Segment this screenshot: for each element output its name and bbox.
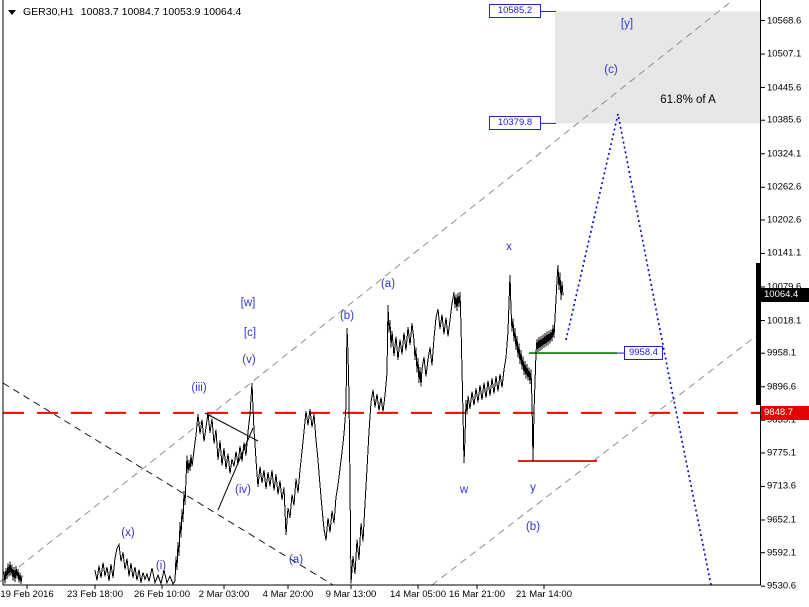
gray-channel-right[interactable]: [431, 332, 761, 586]
y-axis-label: 10202.6: [767, 214, 802, 226]
symbol-dropdown-icon[interactable]: [8, 9, 16, 15]
wave-label-v: (v): [242, 354, 256, 366]
y-axis-label: 9958.1: [767, 347, 797, 359]
y-axis-label: 10385.6: [767, 114, 802, 126]
y-axis-label: 10018.1: [767, 315, 802, 327]
price-level-box-10585[interactable]: 10585.2: [489, 4, 541, 19]
current-price-marker: 10064.4: [761, 288, 809, 303]
x-axis-label: 21 Mar 14:00: [516, 589, 572, 600]
symbol-ohlc-values: 10083.7 10084.7 10053.9 10064.4: [80, 6, 242, 18]
y-axis-label: 10079.6: [767, 281, 802, 293]
wave-label-a: (a): [288, 554, 304, 566]
x-axis-label: 23 Feb 18:00: [67, 589, 123, 600]
wave-label-c: (c): [604, 64, 618, 76]
y-axis-label: 9835.1: [767, 414, 797, 426]
price-level-box-10379[interactable]: 10379.8: [489, 116, 541, 131]
y-axis-label: 10507.1: [767, 48, 802, 60]
y-axis-label: 9713.6: [767, 480, 797, 492]
x-axis-label: 14 Mar 05:00: [390, 589, 446, 600]
symbol-header: GER30,H1 10083.7 10084.7 10053.9 10064.4: [8, 6, 241, 18]
y-axis-label: 9775.1: [767, 447, 797, 459]
price-series-path: [94, 264, 564, 586]
alert-price-marker: 9848.7: [761, 405, 809, 420]
wave-label-b: (b): [525, 521, 541, 533]
price-series-path: [3, 561, 23, 584]
y-axis-label: 9652.1: [767, 514, 797, 526]
wave-label-a: (a): [380, 278, 396, 290]
price-level-box-9958[interactable]: 9958.4: [624, 346, 663, 361]
x-axis-label: 2 Mar 03:00: [198, 589, 250, 600]
wave-label-iv: (iv): [235, 484, 251, 496]
target-zone: [555, 11, 760, 124]
wave-label-i: (i): [155, 560, 167, 572]
x-axis-label: 16 Mar 21:00: [449, 589, 505, 600]
wave-label-w: w: [459, 484, 469, 496]
blue-projection[interactable]: [565, 113, 712, 586]
x-axis-label: 4 Mar 20:00: [262, 589, 314, 600]
wave-label-y: y: [530, 482, 536, 494]
wave-label-iii: (iii): [191, 382, 207, 394]
y-axis-label: 9896.6: [767, 381, 797, 393]
wave-label-61.8ofA: 61.8% of A: [660, 94, 716, 106]
wave-label-x: x: [506, 241, 512, 253]
x-axis-label: 9 Mar 13:00: [325, 589, 377, 600]
wave-label-y: [y]: [620, 18, 634, 30]
y-axis-label: 9592.1: [767, 547, 797, 559]
x-axis-label: 19 Feb 2016: [0, 589, 54, 600]
wave-label-w: [w]: [240, 297, 256, 309]
wave-label-c: [c]: [243, 327, 257, 339]
y-axis-label: 10141.1: [767, 247, 802, 259]
right-edge-range-bar: [756, 263, 761, 405]
x-axis-label: 26 Feb 10:00: [134, 589, 190, 600]
black-descending-dashed[interactable]: [2, 382, 334, 586]
y-axis-label: 10262.6: [767, 181, 802, 193]
gray-channel-main[interactable]: [0, 0, 734, 583]
y-axis-label: 9530.6: [767, 580, 797, 592]
y-axis-label: 10445.6: [767, 82, 802, 94]
wave-label-b: (b): [339, 310, 355, 322]
y-axis-label: 10324.1: [767, 148, 802, 160]
y-axis-label: 10568.6: [767, 15, 802, 26]
symbol-name: GER30,H1: [23, 6, 74, 18]
wave-label-x: (x): [121, 527, 135, 539]
